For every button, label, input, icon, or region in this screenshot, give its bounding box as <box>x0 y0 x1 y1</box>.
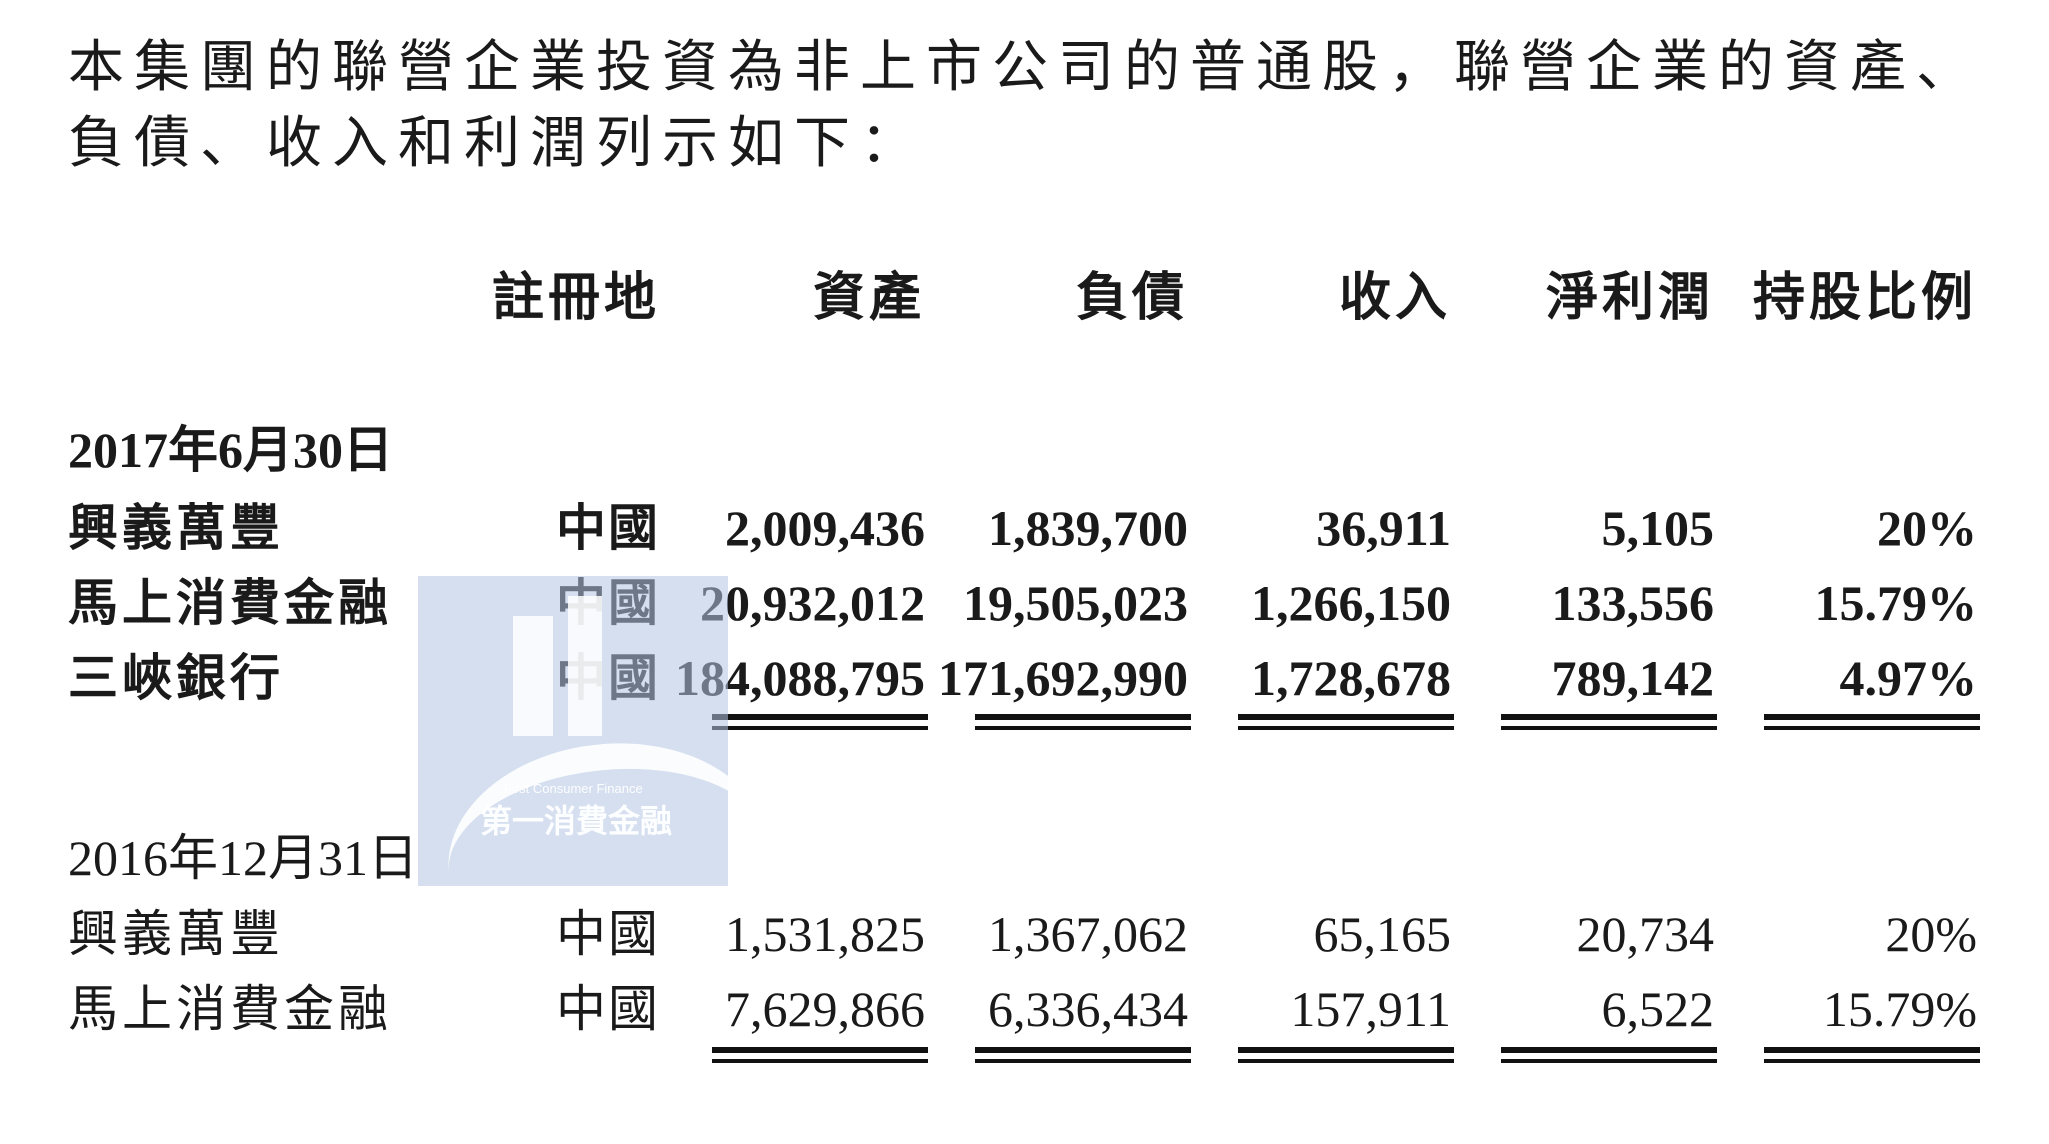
building-shape <box>513 616 553 736</box>
col-header-net-profit: 淨利潤 <box>1545 268 1714 328</box>
intro-paragraph: 本集團的聯營企業投資為非上市公司的普通股，聯營企業的資產、負債、收入和利潤列示如… <box>68 35 1982 176</box>
double-underline <box>1501 714 1717 734</box>
revenue-cell: 65,165 <box>1313 906 1452 962</box>
revenue-cell: 157,911 <box>1290 981 1451 1037</box>
assets-cell: 20,932,012 <box>700 575 925 631</box>
net-profit-cell: 6,522 <box>1601 981 1715 1037</box>
company-name: 三峽銀行 <box>68 649 284 707</box>
shareholding-cell: 15.79% <box>1822 981 1977 1037</box>
place-cell: 中國 <box>556 905 660 963</box>
watermark-chinese-text: 第一消費金融 <box>480 802 673 840</box>
net-profit-cell: 789,142 <box>1551 650 1715 706</box>
revenue-cell: 1,266,150 <box>1251 575 1451 631</box>
net-profit-cell: 20,734 <box>1576 906 1715 962</box>
col-header-assets: 資產 <box>812 268 925 328</box>
shareholding-cell: 15.79% <box>1814 575 1978 631</box>
assets-cell: 2,009,436 <box>725 500 925 556</box>
liabilities-cell: 6,336,434 <box>988 981 1188 1037</box>
section-date-2017: 2017年6月30日 <box>68 422 393 478</box>
assets-cell: 7,629,866 <box>725 981 925 1037</box>
double-underline <box>1501 1047 1717 1067</box>
double-underline <box>1764 714 1980 734</box>
col-header-revenue: 收入 <box>1338 268 1451 328</box>
liabilities-cell: 1,367,062 <box>988 906 1188 962</box>
company-name: 興義萬豐 <box>68 499 284 557</box>
shareholding-cell: 4.97% <box>1839 650 1978 706</box>
table-row: 興義萬豐 中國 2,009,436 1,839,700 36,911 5,105… <box>0 493 2049 563</box>
place-cell: 中國 <box>556 499 660 557</box>
liabilities-cell: 19,505,023 <box>963 575 1188 631</box>
table-row: 馬上消費金融 中國 7,629,866 6,336,434 157,911 6,… <box>0 974 2049 1044</box>
net-profit-cell: 133,556 <box>1551 575 1715 631</box>
place-cell: 中國 <box>556 980 660 1038</box>
watermark-logo: First Consumer Finance 第一消費金融 <box>418 576 728 886</box>
revenue-cell: 1,728,678 <box>1251 650 1451 706</box>
company-name: 馬上消費金融 <box>68 574 392 632</box>
double-underline <box>975 714 1191 734</box>
double-underline <box>712 714 928 734</box>
col-header-place: 註冊地 <box>491 268 660 328</box>
double-underline <box>712 1047 928 1067</box>
net-profit-cell: 5,105 <box>1601 500 1715 556</box>
company-name: 興義萬豐 <box>68 905 284 963</box>
watermark-english-text: First Consumer Finance <box>504 781 643 796</box>
col-header-liabilities: 負債 <box>1075 268 1188 328</box>
double-underline <box>1238 1047 1454 1067</box>
col-header-shareholding: 持股比例 <box>1752 268 1977 328</box>
liabilities-cell: 171,692,990 <box>938 650 1188 706</box>
double-underline <box>1764 1047 1980 1067</box>
shareholding-cell: 20% <box>1877 500 1977 556</box>
building-shape <box>568 596 602 736</box>
double-underline <box>1238 714 1454 734</box>
table-row: 馬上消費金融 中國 20,932,012 19,505,023 1,266,15… <box>0 568 2049 638</box>
section-date-2016: 2016年12月31日 <box>68 830 418 886</box>
assets-cell: 1,531,825 <box>725 906 925 962</box>
table-row: 三峽銀行 中國 184,088,795 171,692,990 1,728,67… <box>0 643 2049 713</box>
company-name: 馬上消費金融 <box>68 980 392 1038</box>
revenue-cell: 36,911 <box>1316 500 1451 556</box>
table-row: 興義萬豐 中國 1,531,825 1,367,062 65,165 20,73… <box>0 899 2049 969</box>
double-underline <box>975 1047 1191 1067</box>
liabilities-cell: 1,839,700 <box>988 500 1188 556</box>
shareholding-cell: 20% <box>1885 906 1977 962</box>
